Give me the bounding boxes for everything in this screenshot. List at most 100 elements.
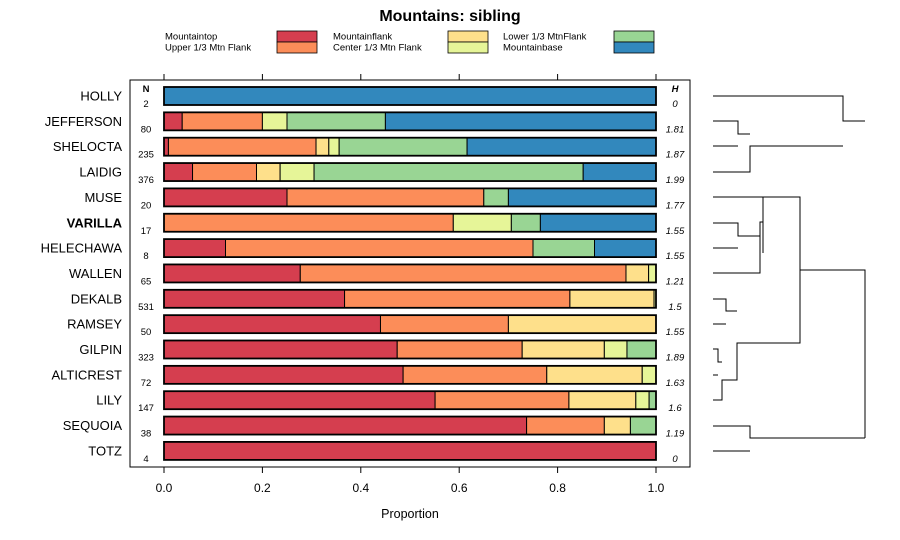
row-n-value: 8 [143, 251, 148, 262]
bar-row: ALTICREST 72 1.63 [51, 364, 685, 389]
bar-segment [434, 390, 570, 410]
bar-segment [163, 162, 194, 182]
row-h-value: 1.89 [666, 353, 685, 364]
bar-outline [163, 364, 657, 385]
bar-outline [163, 390, 657, 411]
bar-segment [163, 263, 301, 283]
bar-segment [466, 137, 657, 157]
x-tick-label: 1.0 [648, 481, 665, 495]
dendrogram-link [713, 348, 722, 363]
row-h-value: 1.55 [666, 226, 685, 237]
bar-segment [532, 238, 595, 258]
dendrogram-link [713, 120, 750, 135]
bar-segment [286, 111, 386, 131]
bar-segment [452, 213, 512, 233]
x-tick-label: 0.8 [549, 481, 566, 495]
bar-segment [279, 162, 315, 182]
legend-label: Mountainflank [333, 32, 392, 43]
row-h-value: 1.21 [666, 276, 685, 287]
bar-outline [163, 212, 657, 233]
bar-row: VARILLA 17 1.55 [67, 212, 685, 237]
row-n-value: 20 [141, 200, 152, 211]
row-n-value: 323 [138, 353, 154, 364]
row-n-value: 531 [138, 302, 154, 313]
row-h-value: 1.99 [666, 175, 685, 186]
bar-outline [163, 263, 657, 284]
bar-segment [625, 263, 650, 283]
row-h-value: 1.77 [666, 200, 685, 211]
bar-row: JEFFERSON 80 1.81 [45, 111, 685, 135]
dendrogram-link [713, 196, 801, 401]
row-label: MUSE [84, 190, 122, 205]
bar-segment [569, 289, 655, 309]
dendrogram-link [713, 95, 865, 122]
row-label: VARILLA [67, 215, 123, 230]
row-n-value: 50 [141, 327, 152, 338]
bar-row: SHELOCTA 235 1.87 [53, 136, 685, 161]
bar-row: DEKALB 531 1.5 [71, 288, 682, 313]
bar-segment [225, 238, 534, 258]
bar-segment [510, 213, 541, 233]
bar-segment [167, 137, 317, 157]
bar-segment [603, 340, 628, 359]
bar-segment [163, 365, 404, 385]
legend-label: Center 1/3 Mtn Flank [333, 43, 422, 54]
n-column-header: N [143, 84, 150, 95]
row-n-value: 4 [143, 454, 148, 465]
bar-outline [163, 415, 657, 436]
dendrogram-link [713, 425, 865, 439]
row-label: SHELOCTA [53, 139, 122, 154]
bar-segment [483, 187, 509, 207]
legend-swatch [276, 30, 318, 43]
bar-outline [163, 314, 657, 335]
dendrogram-link [713, 222, 760, 237]
bar-segment [582, 162, 657, 182]
row-label: HOLLY [80, 89, 122, 104]
chart-title: Mountains: sibling [379, 8, 520, 25]
row-n-value: 147 [138, 403, 154, 414]
bar-outline [163, 187, 657, 208]
bar-row: RAMSEY 50 1.55 [67, 314, 685, 338]
row-h-value: 1.81 [666, 124, 685, 135]
x-tick-label: 0.2 [254, 481, 271, 495]
bar-segment [539, 213, 657, 233]
dendrogram [713, 95, 866, 452]
bar-segment [648, 390, 657, 410]
bar-segment [192, 162, 257, 182]
bar-segment [163, 314, 381, 334]
bar-segment [338, 137, 468, 157]
x-tick-label: 0.6 [451, 481, 468, 495]
legend-label: Mountainbase [503, 43, 563, 54]
legend-swatch [447, 30, 489, 43]
legend-swatch [447, 41, 489, 54]
bar-segment [163, 441, 657, 461]
x-axis: 0.0 0.2 0.4 0.6 0.8 1.0 [156, 74, 665, 495]
bar-segment [396, 340, 523, 359]
bar-segment [526, 416, 605, 436]
bar-segment [402, 365, 548, 385]
row-label: HELECHAWA [41, 241, 123, 256]
row-label: RAMSEY [67, 317, 122, 332]
legend-label: Upper 1/3 Mtn Flank [165, 43, 251, 54]
bar-segment [648, 263, 657, 283]
row-n-value: 2 [143, 99, 148, 110]
bar-row: LILY 147 1.6 [96, 390, 682, 414]
row-label: WALLEN [69, 266, 122, 281]
bar-outline [163, 288, 657, 309]
bar-segment [594, 238, 657, 258]
row-label: DEKALB [71, 291, 122, 306]
legend-label: Mountaintop [165, 32, 217, 43]
legend-swatch [613, 30, 655, 43]
row-h-value: 1.87 [666, 150, 685, 161]
bar-segment [163, 340, 398, 359]
bar-segment [344, 289, 571, 309]
bar-segment [255, 162, 281, 182]
x-tick-label: 0.4 [352, 481, 369, 495]
row-h-value: 1.6 [668, 403, 682, 414]
bar-segment [163, 213, 454, 233]
bar-row: LAIDIG 376 1.99 [79, 162, 685, 186]
row-label: LILY [96, 393, 122, 408]
x-tick-label: 0.0 [156, 481, 173, 495]
x-axis-label: Proportion [381, 507, 439, 521]
